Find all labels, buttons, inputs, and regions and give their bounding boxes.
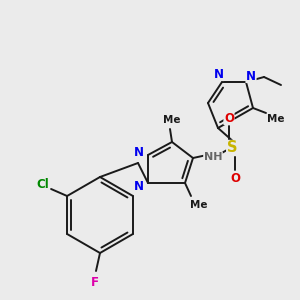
Text: N: N bbox=[134, 179, 144, 193]
Text: O: O bbox=[224, 112, 234, 124]
Text: NH: NH bbox=[204, 152, 222, 162]
Text: Me: Me bbox=[267, 114, 285, 124]
Text: Cl: Cl bbox=[37, 178, 50, 190]
Text: N: N bbox=[246, 70, 256, 83]
Text: N: N bbox=[134, 146, 144, 158]
Text: S: S bbox=[227, 140, 237, 155]
Text: N: N bbox=[214, 68, 224, 80]
Text: Me: Me bbox=[190, 200, 208, 210]
Text: Me: Me bbox=[163, 115, 181, 125]
Text: F: F bbox=[91, 277, 99, 290]
Text: O: O bbox=[230, 172, 240, 184]
